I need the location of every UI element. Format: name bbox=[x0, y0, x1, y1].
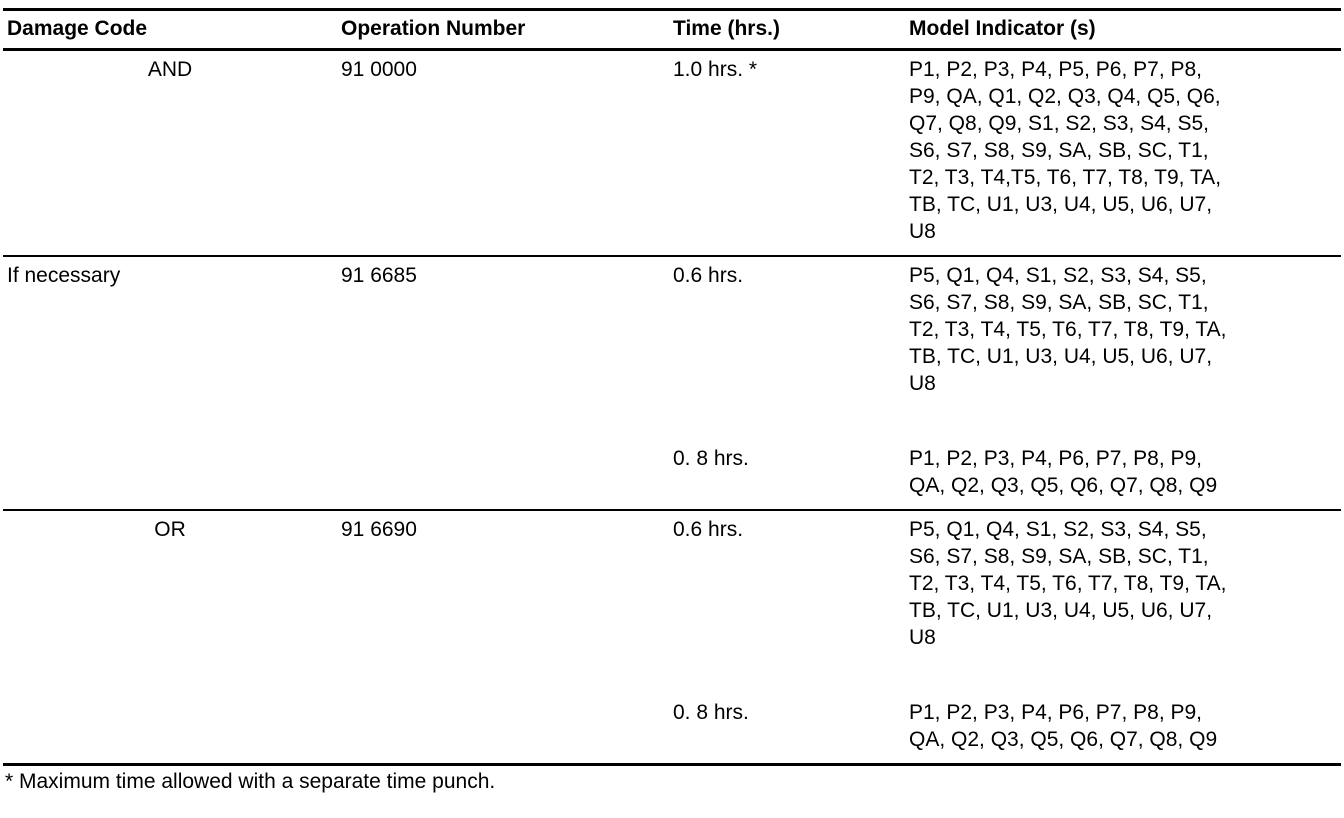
column-header-damage-code: Damage Code bbox=[7, 17, 148, 40]
time-cell: 0. 8 hrs. bbox=[673, 447, 749, 470]
model-indicators-cell: P5, Q1, Q4, S1, S2, S3, S4, S5, S6, S7, … bbox=[909, 264, 1227, 395]
time-cell: 0.6 hrs. bbox=[673, 518, 744, 541]
table-footnote: * Maximum time allowed with a separate t… bbox=[5, 770, 496, 793]
model-indicators-cell: P1, P2, P3, P4, P6, P7, P8, P9, QA, Q2, … bbox=[909, 701, 1218, 751]
column-header-time: Time (hrs.) bbox=[673, 17, 780, 40]
time-cell: 1.0 hrs. * bbox=[673, 58, 758, 81]
table-row: OR 91 6690 0.6 hrs. P5, Q1, Q4, S1, S2, … bbox=[3, 511, 1341, 766]
table-row: If necessary 91 6685 0.6 hrs. P5, Q1, Q4… bbox=[3, 257, 1341, 511]
time-model-entry: 1.0 hrs. * P1, P2, P3, P4, P5, P6, P7, P… bbox=[669, 56, 1341, 245]
time-model-entry: 0. 8 hrs. P1, P2, P3, P4, P6, P7, P8, P9… bbox=[669, 699, 1341, 753]
time-model-entry: 0.6 hrs. P5, Q1, Q4, S1, S2, S3, S4, S5,… bbox=[669, 262, 1341, 397]
operation-number-cell: 91 6685 bbox=[341, 264, 417, 287]
time-cell: 0. 8 hrs. bbox=[673, 701, 749, 724]
document-page: Damage Code Operation Number Time (hrs.)… bbox=[3, 8, 1341, 795]
row-entries: 0.6 hrs. P5, Q1, Q4, S1, S2, S3, S4, S5,… bbox=[669, 262, 1341, 499]
model-indicators-cell: P5, Q1, Q4, S1, S2, S3, S4, S5, S6, S7, … bbox=[909, 518, 1227, 649]
damage-code-cell: OR bbox=[154, 518, 186, 541]
row-entries: 0.6 hrs. P5, Q1, Q4, S1, S2, S3, S4, S5,… bbox=[669, 516, 1341, 753]
row-entries: 1.0 hrs. * P1, P2, P3, P4, P5, P6, P7, P… bbox=[669, 56, 1341, 245]
maintenance-time-table: Damage Code Operation Number Time (hrs.)… bbox=[3, 8, 1341, 766]
damage-code-cell: If necessary bbox=[7, 264, 121, 287]
time-model-entry: 0.6 hrs. P5, Q1, Q4, S1, S2, S3, S4, S5,… bbox=[669, 516, 1341, 651]
time-model-entry: 0. 8 hrs. P1, P2, P3, P4, P6, P7, P8, P9… bbox=[669, 445, 1341, 499]
table-row: AND 91 0000 1.0 hrs. * P1, P2, P3, P4, P… bbox=[3, 51, 1341, 257]
operation-number-cell: 91 6690 bbox=[341, 518, 417, 541]
time-cell: 0.6 hrs. bbox=[673, 264, 744, 287]
column-header-model-indicator: Model Indicator (s) bbox=[909, 17, 1096, 40]
table-header-row: Damage Code Operation Number Time (hrs.)… bbox=[3, 11, 1341, 51]
column-header-operation-number: Operation Number bbox=[341, 17, 526, 40]
operation-number-cell: 91 0000 bbox=[341, 58, 417, 81]
damage-code-cell: AND bbox=[147, 58, 193, 81]
model-indicators-cell: P1, P2, P3, P4, P5, P6, P7, P8, P9, QA, … bbox=[909, 58, 1222, 243]
model-indicators-cell: P1, P2, P3, P4, P6, P7, P8, P9, QA, Q2, … bbox=[909, 447, 1218, 497]
